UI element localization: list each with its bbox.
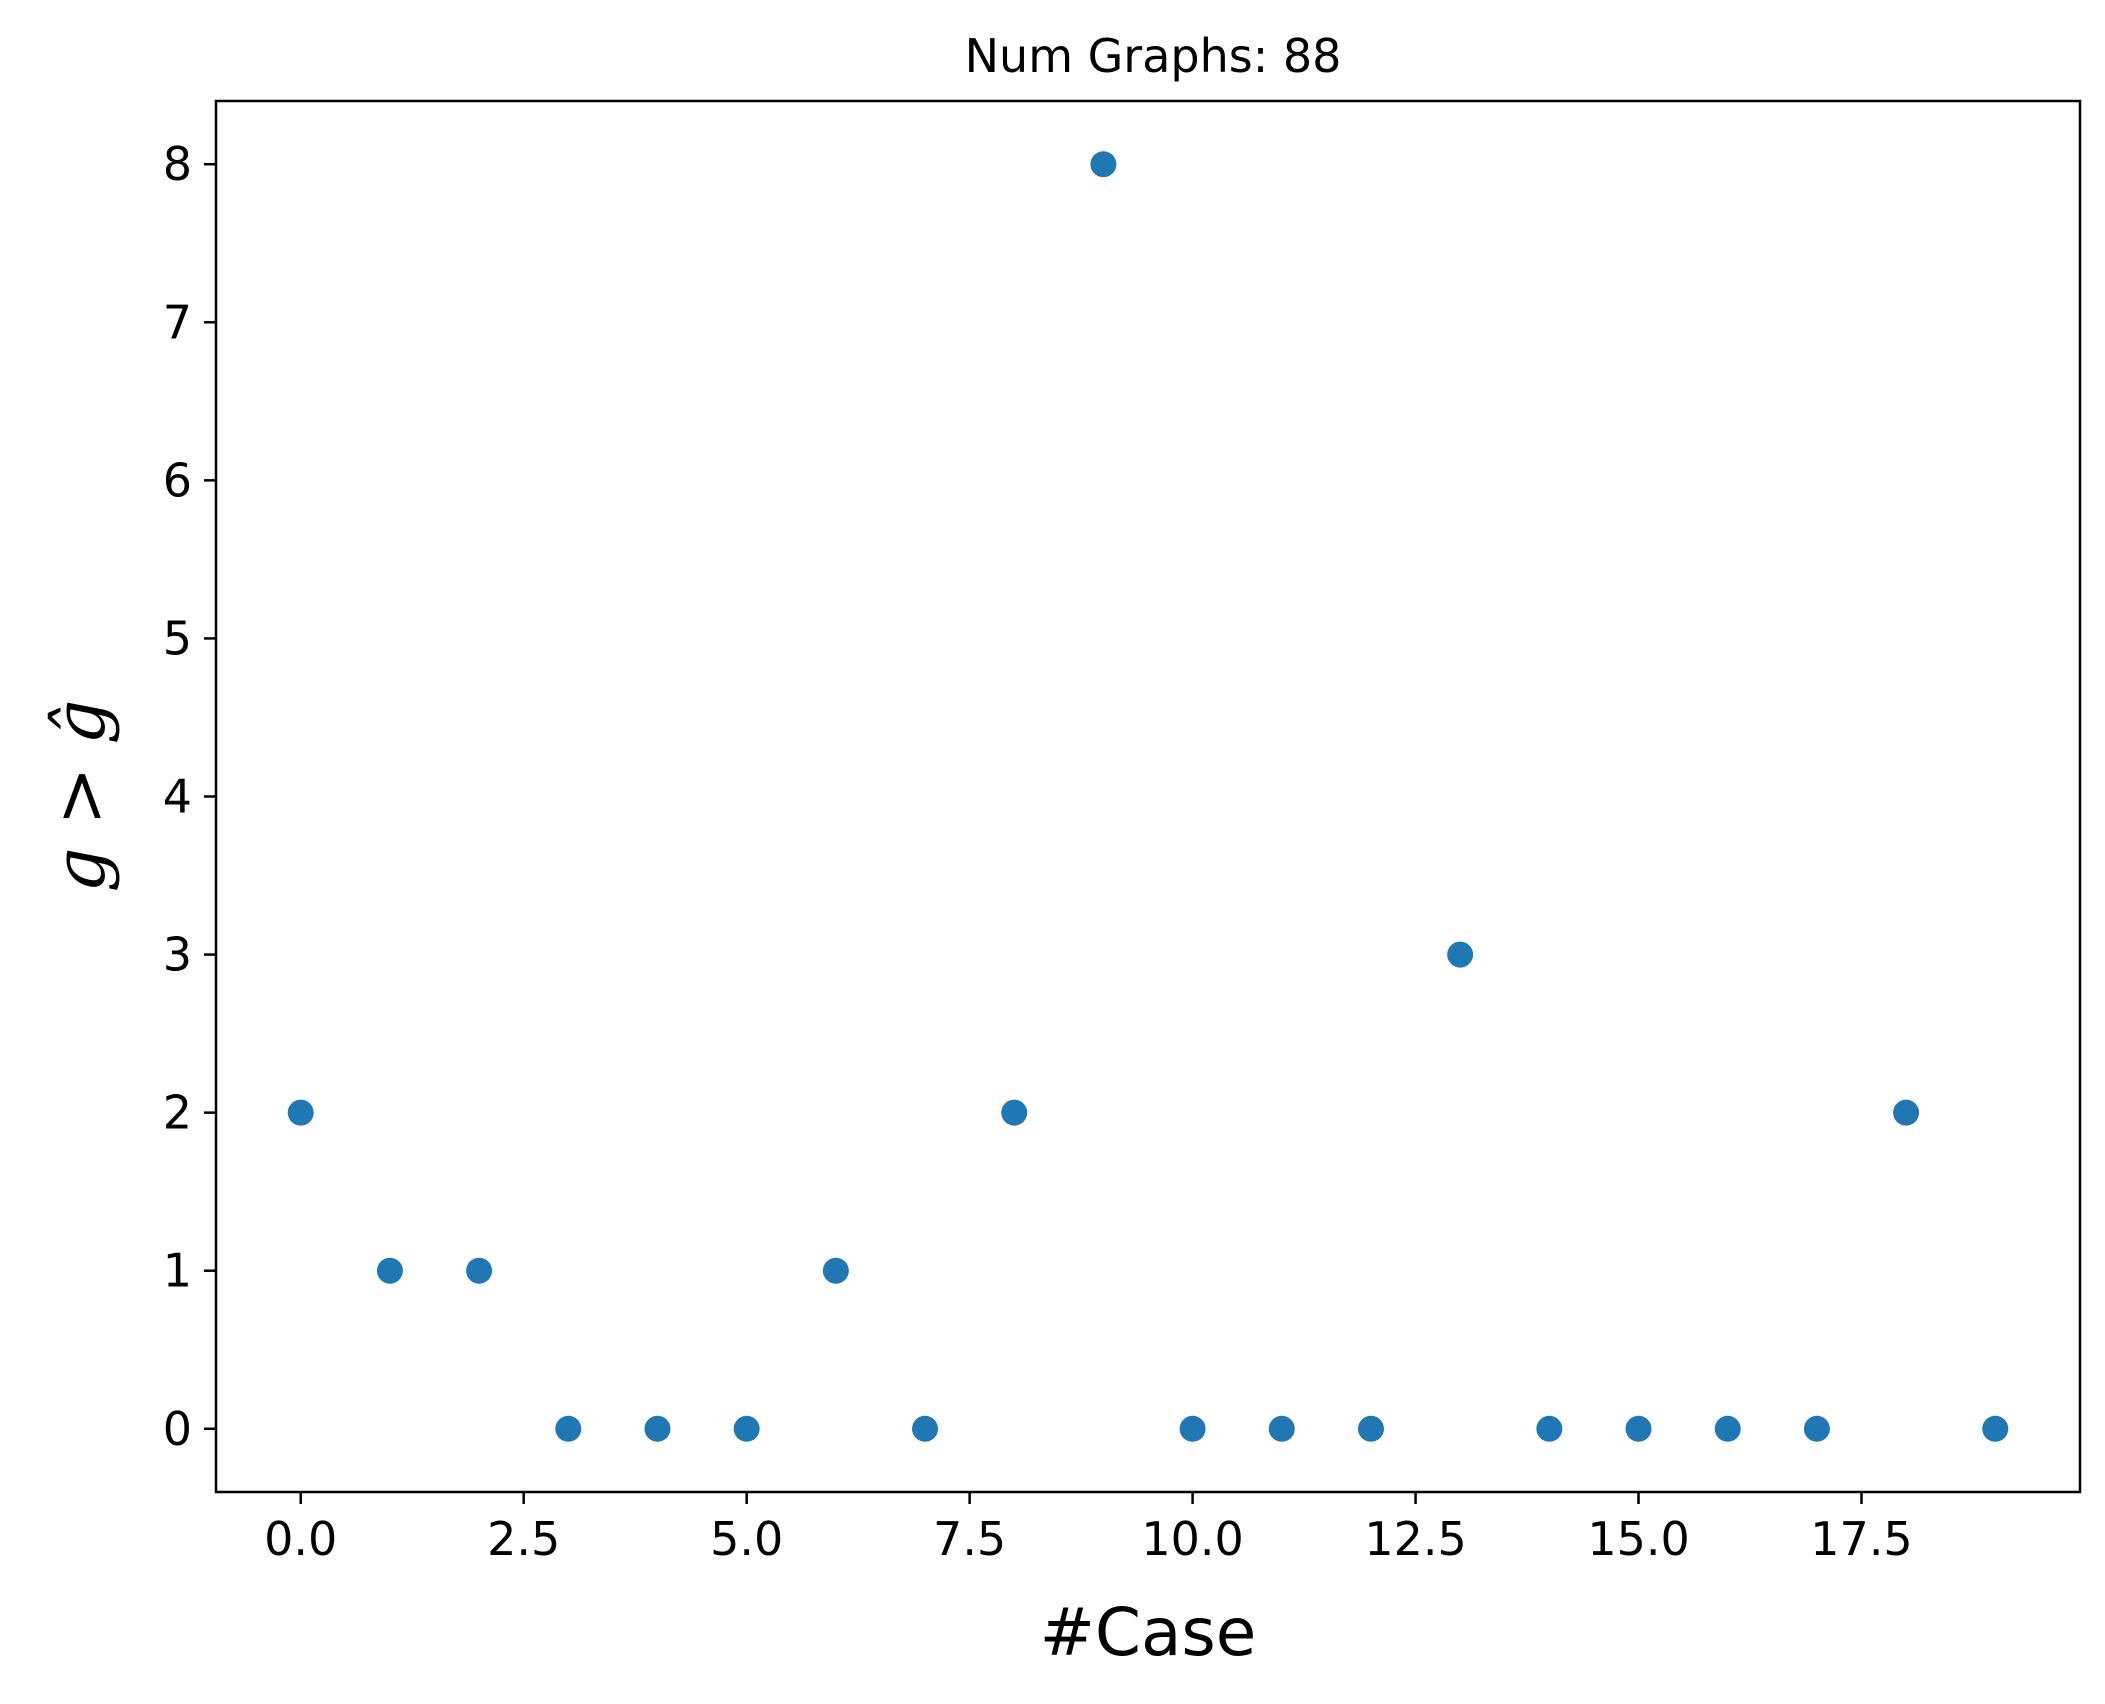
data-point [644, 1415, 671, 1442]
data-point [1803, 1415, 1830, 1442]
y-tick-label: 6 [163, 453, 192, 507]
data-point [1714, 1415, 1741, 1442]
y-axis-label: g > ĝ [39, 700, 121, 893]
data-point [912, 1415, 939, 1442]
x-tick-label: 12.5 [1364, 1512, 1466, 1566]
x-tick-label: 0.0 [264, 1512, 337, 1566]
data-point [376, 1257, 403, 1284]
x-tick-label: 2.5 [487, 1512, 560, 1566]
data-point [555, 1415, 582, 1442]
data-points [287, 151, 2009, 1442]
data-point [1536, 1415, 1563, 1442]
data-point [1268, 1415, 1295, 1442]
y-tick-label: 0 [163, 1402, 192, 1456]
y-tick-label: 1 [163, 1244, 192, 1298]
x-tick-label: 15.0 [1587, 1512, 1689, 1566]
data-point [466, 1257, 493, 1284]
data-point [822, 1257, 849, 1284]
data-point [1001, 1099, 1028, 1126]
y-tick-label: 4 [163, 770, 192, 824]
y-tick-label: 2 [163, 1086, 192, 1140]
y-tick-label: 3 [163, 928, 192, 982]
data-point [1357, 1415, 1384, 1442]
y-tick-label: 7 [163, 295, 192, 349]
y-tick-label: 8 [163, 137, 192, 191]
x-axis-ticks: 0.0 2.5 5.0 7.5 10.0 12.5 15.0 17.5 [264, 1492, 1913, 1566]
data-point [1893, 1099, 1920, 1126]
y-tick-label: 5 [163, 611, 192, 665]
x-tick-label: 10.0 [1141, 1512, 1243, 1566]
x-axis-label: #Case [1040, 1594, 1257, 1671]
x-tick-label: 5.0 [710, 1512, 783, 1566]
data-point [1982, 1415, 2009, 1442]
chart-title: Num Graphs: 88 [965, 29, 1342, 83]
data-point [1625, 1415, 1652, 1442]
data-point [1090, 151, 1117, 178]
x-tick-label: 17.5 [1810, 1512, 1912, 1566]
data-point [733, 1415, 760, 1442]
data-point [1179, 1415, 1206, 1442]
y-axis-ticks: 0 1 2 3 4 5 6 7 8 [163, 137, 216, 1456]
data-point [287, 1099, 314, 1126]
x-tick-label: 7.5 [933, 1512, 1006, 1566]
data-point [1447, 941, 1474, 968]
